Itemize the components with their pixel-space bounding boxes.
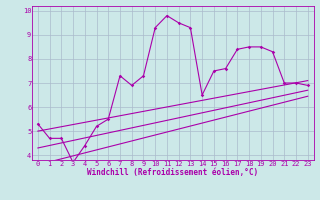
X-axis label: Windchill (Refroidissement éolien,°C): Windchill (Refroidissement éolien,°C) (87, 168, 258, 177)
